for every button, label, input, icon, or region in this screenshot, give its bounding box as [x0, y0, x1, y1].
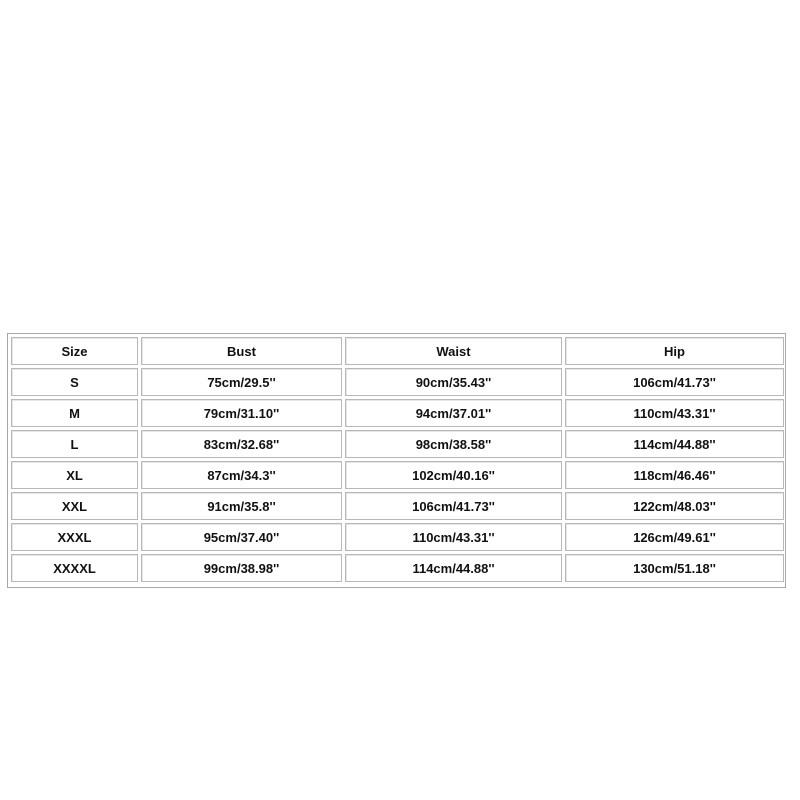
- cell-waist: 106cm/41.73'': [345, 492, 562, 520]
- cell-hip: 122cm/48.03'': [565, 492, 784, 520]
- cell-waist: 90cm/35.43'': [345, 368, 562, 396]
- table-row: XXL 91cm/35.8'' 106cm/41.73'' 122cm/48.03'': [11, 492, 784, 520]
- cell-hip: 114cm/44.88'': [565, 430, 784, 458]
- cell-waist: 114cm/44.88'': [345, 554, 562, 582]
- cell-bust: 91cm/35.8'': [141, 492, 342, 520]
- header-row: Size Bust Waist Hip: [11, 337, 784, 365]
- header-waist: Waist: [345, 337, 562, 365]
- cell-bust: 87cm/34.3'': [141, 461, 342, 489]
- table-row: L 83cm/32.68'' 98cm/38.58'' 114cm/44.88'': [11, 430, 784, 458]
- size-table: Size Bust Waist Hip S 75cm/29.5'' 90cm/35.…: [8, 334, 787, 585]
- cell-waist: 110cm/43.31'': [345, 523, 562, 551]
- cell-waist: 94cm/37.01'': [345, 399, 562, 427]
- cell-bust: 95cm/37.40'': [141, 523, 342, 551]
- table-row: XXXL 95cm/37.40'' 110cm/43.31'' 126cm/49.61…: [11, 523, 784, 551]
- cell-hip: 106cm/41.73'': [565, 368, 784, 396]
- table-row: S 75cm/29.5'' 90cm/35.43'' 106cm/41.73'': [11, 368, 784, 396]
- cell-bust: 83cm/32.68'': [141, 430, 342, 458]
- cell-size: XXL: [11, 492, 138, 520]
- cell-size: XXXXL: [11, 554, 138, 582]
- cell-size: M: [11, 399, 138, 427]
- table-row: XXXXL 99cm/38.98'' 114cm/44.88'' 130cm/51.1…: [11, 554, 784, 582]
- cell-size: S: [11, 368, 138, 396]
- cell-hip: 130cm/51.18'': [565, 554, 784, 582]
- cell-hip: 126cm/49.61'': [565, 523, 784, 551]
- header-bust: Bust: [141, 337, 342, 365]
- cell-bust: 79cm/31.10'': [141, 399, 342, 427]
- header-hip: Hip: [565, 337, 784, 365]
- cell-waist: 102cm/40.16'': [345, 461, 562, 489]
- size-chart: Size Bust Waist Hip S 75cm/29.5'' 90cm/35.…: [7, 333, 786, 588]
- cell-hip: 118cm/46.46'': [565, 461, 784, 489]
- cell-bust: 75cm/29.5'': [141, 368, 342, 396]
- cell-hip: 110cm/43.31'': [565, 399, 784, 427]
- cell-size: L: [11, 430, 138, 458]
- cell-waist: 98cm/38.58'': [345, 430, 562, 458]
- table-row: M 79cm/31.10'' 94cm/37.01'' 110cm/43.31'': [11, 399, 784, 427]
- table-row: XL 87cm/34.3'' 102cm/40.16'' 118cm/46.46'': [11, 461, 784, 489]
- header-size: Size: [11, 337, 138, 365]
- cell-bust: 99cm/38.98'': [141, 554, 342, 582]
- cell-size: XL: [11, 461, 138, 489]
- cell-size: XXXL: [11, 523, 138, 551]
